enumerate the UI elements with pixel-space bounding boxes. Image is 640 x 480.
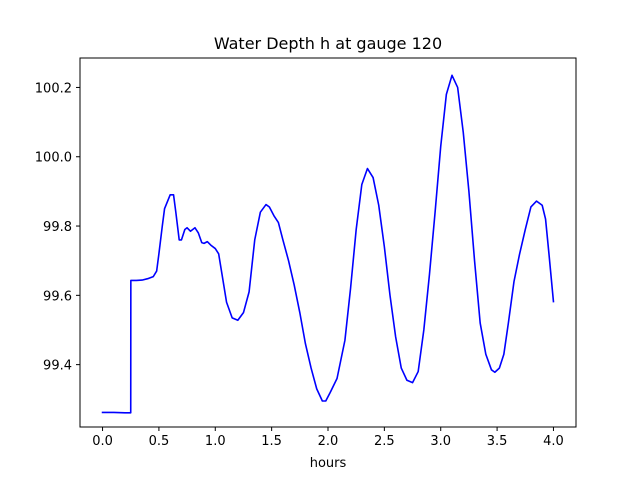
x-tick-label: 1.0 bbox=[205, 434, 226, 449]
x-tick-label: 3.0 bbox=[430, 434, 451, 449]
x-tick-label: 1.5 bbox=[261, 434, 282, 449]
chart-title: Water Depth h at gauge 120 bbox=[214, 34, 442, 53]
x-tick-label: 2.0 bbox=[318, 434, 339, 449]
y-axis: 99.4 99.6 99.8 100.0 100.2 bbox=[35, 81, 80, 374]
x-tick-label: 0.5 bbox=[149, 434, 170, 449]
x-tick-label: 4.0 bbox=[543, 434, 564, 449]
y-tick-label: 100.0 bbox=[35, 151, 72, 166]
y-tick-label: 100.2 bbox=[35, 81, 72, 96]
series-layer bbox=[101, 74, 555, 414]
x-tick-label: 3.5 bbox=[487, 434, 508, 449]
x-axis-label: hours bbox=[310, 456, 347, 471]
x-axis: 0.0 0.5 1.0 1.5 2.0 2.5 3.0 3.5 4.0 bbox=[92, 427, 564, 449]
x-tick-label: 2.5 bbox=[374, 434, 395, 449]
x-tick-label: 0.0 bbox=[92, 434, 113, 449]
y-tick-label: 99.4 bbox=[43, 359, 72, 374]
y-tick-label: 99.8 bbox=[43, 220, 72, 235]
y-tick-label: 99.6 bbox=[43, 289, 72, 304]
series-line bbox=[101, 74, 555, 414]
